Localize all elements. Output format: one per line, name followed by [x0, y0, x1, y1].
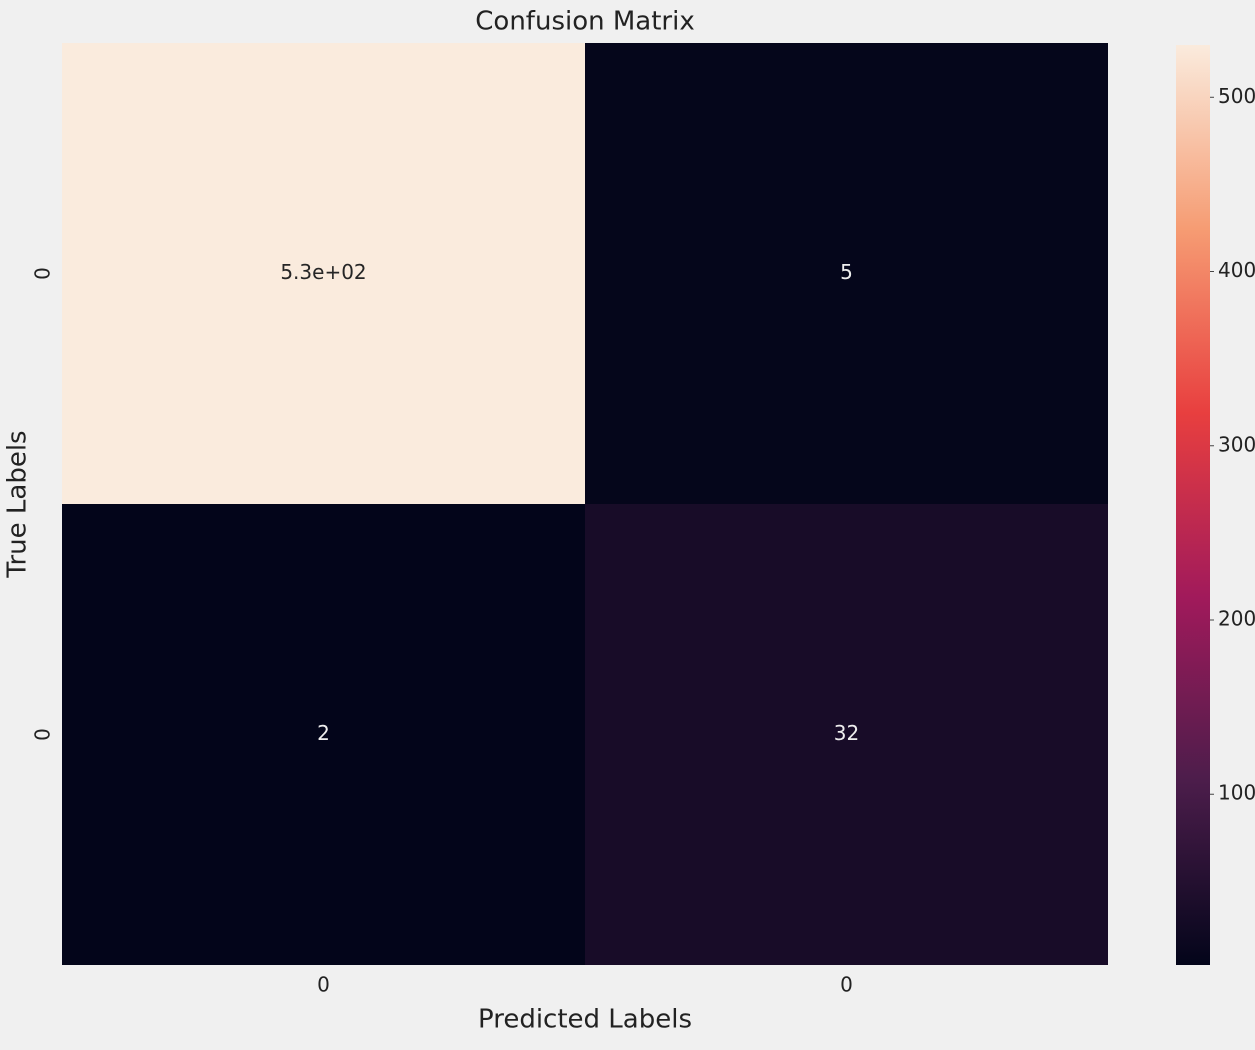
heatmap-cell	[62, 43, 585, 504]
colorbar-tick-label: 200	[1218, 607, 1255, 631]
y-tick-label: 0	[31, 728, 55, 741]
cell-label: 2	[317, 721, 330, 745]
heatmap-cell	[585, 504, 1108, 965]
colorbar-tick-label: 500	[1218, 84, 1255, 108]
x-tick-label: 0	[317, 973, 330, 997]
cell-label: 32	[834, 721, 859, 745]
cell-label: 5	[840, 260, 853, 284]
colorbar-tick-label: 100	[1218, 781, 1255, 805]
chart-title: Confusion Matrix	[475, 7, 694, 37]
colorbar-tick-label: 400	[1218, 258, 1255, 282]
heatmap-cell	[585, 43, 1108, 504]
y-tick-label: 0	[31, 267, 55, 280]
colorbar-tick-label: 300	[1218, 432, 1255, 456]
colorbar	[1176, 45, 1210, 965]
y-axis-label: True Labels	[3, 430, 33, 578]
cell-label: 5.3e+02	[280, 260, 366, 284]
x-tick-label: 0	[840, 973, 853, 997]
x-axis-label: Predicted Labels	[478, 1005, 692, 1035]
heatmap-cell	[62, 504, 585, 965]
